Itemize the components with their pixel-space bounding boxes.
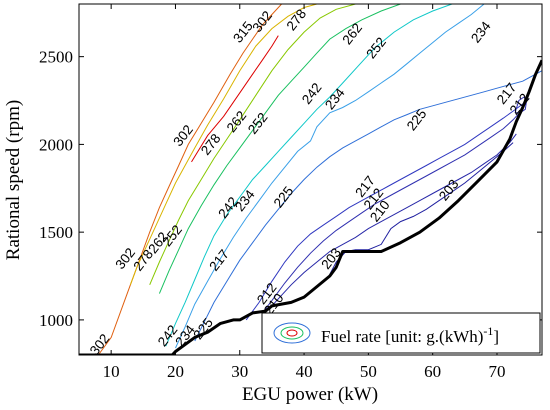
contour-label-3: 262 bbox=[339, 20, 365, 47]
contour-line-262-3 bbox=[149, 4, 356, 285]
y-tick-label-2000: 2000 bbox=[39, 135, 73, 154]
x-tick-label-40: 40 bbox=[296, 362, 313, 381]
contour-label-8: 262 bbox=[224, 108, 250, 135]
contour-line-234-6 bbox=[175, 4, 485, 349]
x-tick-label-50: 50 bbox=[360, 362, 377, 381]
y-axis-ticks: 1000 1500 2000 2500 bbox=[39, 48, 542, 330]
contour-label-11: 234 bbox=[322, 85, 348, 112]
contour-label-9: 252 bbox=[245, 110, 271, 137]
legend-box bbox=[261, 312, 541, 354]
contour-line-225-7 bbox=[194, 70, 542, 342]
x-axis-title: EGU power (kW) bbox=[242, 384, 378, 405]
contour-label-27: 203 bbox=[318, 245, 344, 272]
x-tick-label-70: 70 bbox=[488, 362, 505, 381]
legend-contour-icon bbox=[273, 322, 311, 344]
contour-line-212-9 bbox=[261, 112, 520, 314]
contour-line-278-2 bbox=[129, 4, 318, 285]
legend: Fuel rate [unit: g.(kWh)-1] bbox=[261, 312, 541, 354]
boundary-line bbox=[79, 59, 542, 355]
contour-label-12: 225 bbox=[404, 106, 430, 133]
x-axis-ticks: 10 20 30 40 50 60 70 bbox=[103, 4, 505, 381]
x-tick-label-10: 10 bbox=[103, 362, 120, 381]
plot-frame bbox=[78, 3, 543, 356]
contour-label-26: 217 bbox=[206, 247, 232, 274]
contour-label-2: 278 bbox=[284, 6, 310, 33]
external-characteristic-curve bbox=[79, 59, 542, 355]
x-tick-label-60: 60 bbox=[424, 362, 441, 381]
contour-line-252-4 bbox=[158, 4, 401, 294]
y-tick-label-1000: 1000 bbox=[39, 311, 73, 330]
contour-label-5: 234 bbox=[468, 18, 494, 45]
legend-label: Fuel rate [unit: g.(kWh)-1] bbox=[321, 324, 499, 346]
contour-label-10: 242 bbox=[299, 80, 325, 107]
x-tick-label-30: 30 bbox=[231, 362, 248, 381]
y-tick-label-2500: 2500 bbox=[39, 48, 73, 67]
contour-label-21: 225 bbox=[271, 184, 297, 211]
contour-lines bbox=[97, 4, 542, 355]
y-axis-title: Rational speed (rpm) bbox=[3, 100, 24, 260]
contour-line-217-8 bbox=[245, 98, 530, 321]
contour-label-4: 252 bbox=[363, 34, 389, 61]
contour-line-302-1 bbox=[97, 4, 282, 355]
x-tick-label-20: 20 bbox=[167, 362, 184, 381]
contour-label-20: 234 bbox=[232, 187, 258, 214]
contour-line-210-10 bbox=[268, 133, 517, 310]
y-tick-label-1500: 1500 bbox=[39, 223, 73, 242]
contour-line-315-0 bbox=[191, 35, 279, 163]
contour-label-6: 302 bbox=[170, 122, 196, 149]
contour-line-242-5 bbox=[165, 4, 453, 347]
